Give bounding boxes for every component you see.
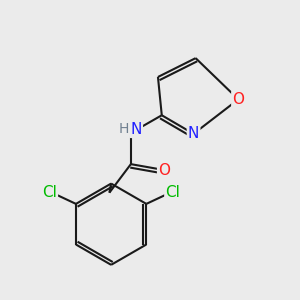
Text: N: N bbox=[188, 126, 199, 141]
Text: N: N bbox=[130, 122, 142, 137]
Text: Cl: Cl bbox=[165, 185, 180, 200]
Text: H: H bbox=[118, 122, 129, 136]
Text: Cl: Cl bbox=[42, 185, 57, 200]
Text: O: O bbox=[232, 92, 244, 107]
Text: O: O bbox=[158, 163, 170, 178]
